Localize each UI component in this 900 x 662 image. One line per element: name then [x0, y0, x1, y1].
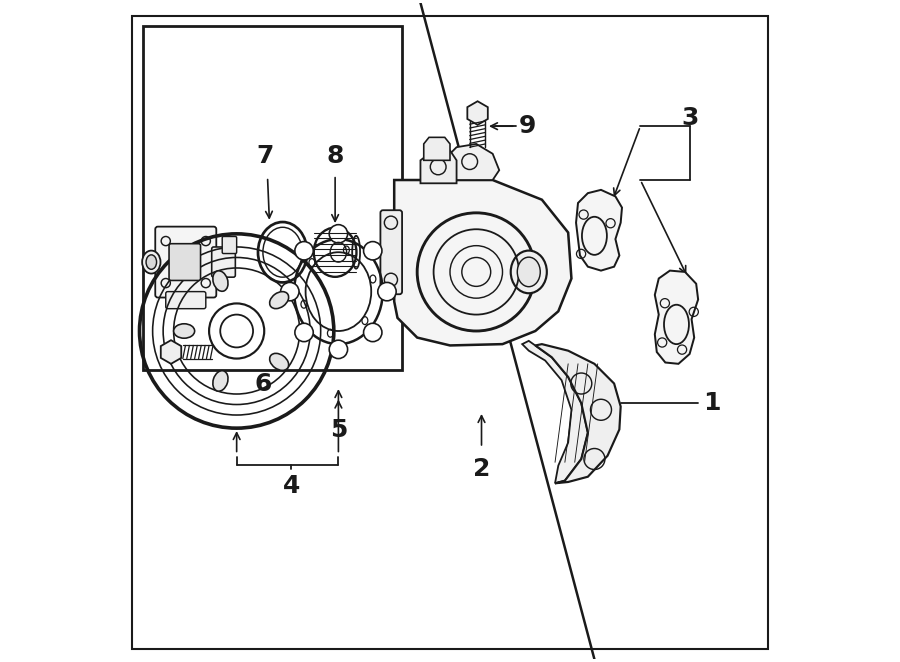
Circle shape	[329, 224, 347, 243]
Circle shape	[295, 323, 313, 342]
Text: 2: 2	[472, 457, 490, 481]
Polygon shape	[424, 137, 450, 160]
Ellipse shape	[146, 255, 157, 269]
Text: 7: 7	[256, 144, 274, 168]
Circle shape	[281, 283, 299, 301]
Ellipse shape	[142, 251, 160, 273]
Text: 9: 9	[519, 114, 536, 138]
Text: 8: 8	[327, 144, 344, 168]
Text: 5: 5	[329, 418, 347, 442]
Text: 3: 3	[681, 106, 698, 130]
Ellipse shape	[174, 324, 194, 338]
Ellipse shape	[212, 371, 228, 391]
Bar	[143, 26, 402, 370]
FancyBboxPatch shape	[156, 226, 216, 297]
FancyBboxPatch shape	[166, 292, 206, 308]
FancyBboxPatch shape	[381, 211, 402, 294]
Polygon shape	[444, 144, 500, 180]
Polygon shape	[536, 344, 621, 483]
Polygon shape	[576, 190, 622, 271]
Ellipse shape	[270, 354, 289, 370]
Circle shape	[295, 242, 313, 260]
FancyBboxPatch shape	[222, 236, 237, 254]
Polygon shape	[522, 341, 588, 483]
Ellipse shape	[518, 257, 540, 287]
Circle shape	[378, 283, 396, 301]
Circle shape	[364, 323, 382, 342]
FancyBboxPatch shape	[212, 247, 235, 277]
Circle shape	[364, 242, 382, 260]
Ellipse shape	[270, 292, 289, 308]
Text: 1: 1	[703, 391, 720, 415]
Ellipse shape	[212, 271, 228, 291]
Polygon shape	[655, 271, 698, 364]
FancyBboxPatch shape	[169, 244, 201, 281]
Circle shape	[329, 340, 347, 359]
Polygon shape	[394, 180, 572, 346]
Text: 6: 6	[254, 371, 272, 396]
Ellipse shape	[510, 251, 547, 293]
Text: 4: 4	[283, 474, 300, 498]
Polygon shape	[420, 150, 456, 183]
